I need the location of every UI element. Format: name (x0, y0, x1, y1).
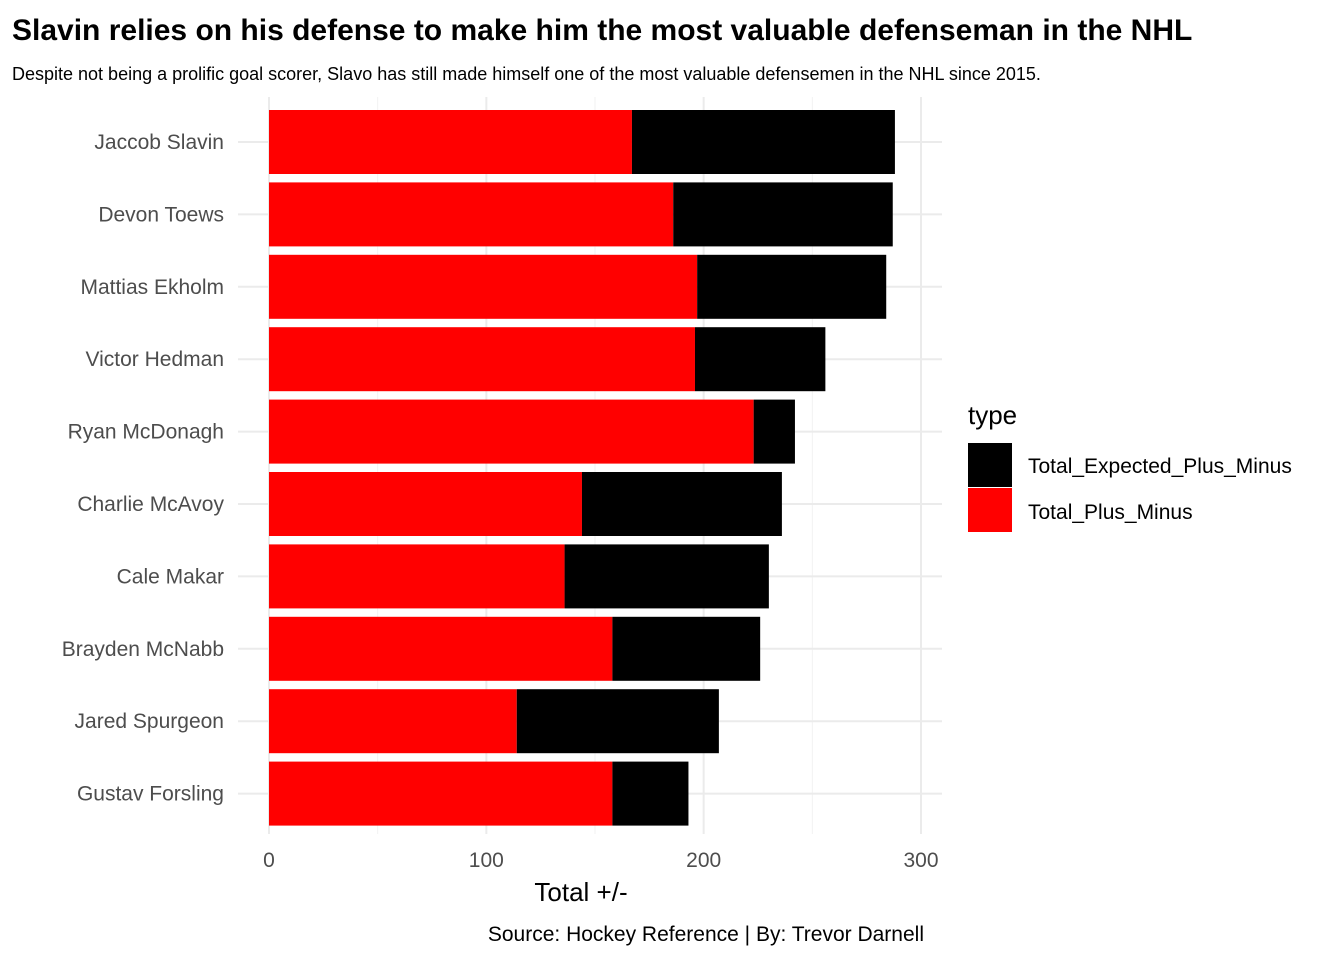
bar-total-plus-minus (269, 110, 632, 174)
x-axis-tick-labels: 0 100 200 300 (263, 849, 938, 872)
x-tick-label: 200 (686, 849, 721, 872)
bar-total-plus-minus (269, 689, 517, 754)
y-tick-label: Jared Spurgeon (75, 710, 224, 733)
legend-title: type (968, 400, 1017, 430)
legend-swatch-plus-minus (968, 488, 1012, 532)
bar-total-expected-plus-minus (581, 472, 782, 536)
bar-total-plus-minus (269, 182, 674, 247)
bar-total-expected-plus-minus (673, 182, 893, 247)
bar-total-expected-plus-minus (516, 689, 719, 754)
bar-total-plus-minus (269, 761, 613, 826)
y-tick-label: Brayden McNabb (62, 638, 224, 661)
bar-total-plus-minus (269, 327, 695, 392)
chart-caption: Source: Hockey Reference | By: Trevor Da… (488, 923, 924, 946)
legend-label-expected: Total_Expected_Plus_Minus (1028, 455, 1292, 478)
y-tick-label: Gustav Forsling (77, 783, 224, 806)
chart-title: Slavin relies on his defense to make him… (12, 14, 1192, 47)
bar-total-plus-minus (269, 616, 613, 681)
legend: type Total_Expected_Plus_Minus Total_Plu… (968, 400, 1292, 532)
bar-total-expected-plus-minus (753, 399, 795, 464)
bar-total-plus-minus (269, 544, 565, 609)
x-axis-label: Total +/- (534, 877, 627, 907)
y-axis-tick-labels: Jaccob Slavin Devon Toews Mattias Ekholm Vi… (62, 131, 225, 806)
y-tick-label: Victor Hedman (85, 348, 224, 371)
legend-label-plus-minus: Total_Plus_Minus (1028, 501, 1193, 524)
bar-total-plus-minus (269, 472, 582, 536)
x-tick-label: 0 (263, 849, 275, 872)
y-tick-label: Devon Toews (98, 203, 224, 226)
legend-swatch-expected (968, 443, 1012, 487)
x-tick-label: 100 (469, 849, 504, 872)
bar-total-expected-plus-minus (631, 110, 895, 174)
y-tick-label: Cale Makar (117, 565, 224, 588)
y-tick-label: Mattias Ekholm (80, 276, 224, 299)
bars (269, 110, 895, 826)
bar-total-expected-plus-minus (564, 544, 769, 609)
bar-total-expected-plus-minus (612, 761, 689, 826)
bar-total-plus-minus (269, 399, 754, 464)
y-tick-label: Charlie McAvoy (77, 493, 224, 516)
bar-total-expected-plus-minus (694, 327, 826, 392)
bar-total-expected-plus-minus (612, 616, 761, 681)
x-tick-label: 300 (903, 849, 938, 872)
y-tick-label: Jaccob Slavin (94, 131, 224, 154)
chart-subtitle: Despite not being a prolific goal scorer… (12, 64, 1041, 84)
y-tick-label: Ryan McDonagh (68, 421, 224, 444)
bar-total-expected-plus-minus (697, 254, 887, 319)
bar-total-plus-minus (269, 254, 698, 319)
